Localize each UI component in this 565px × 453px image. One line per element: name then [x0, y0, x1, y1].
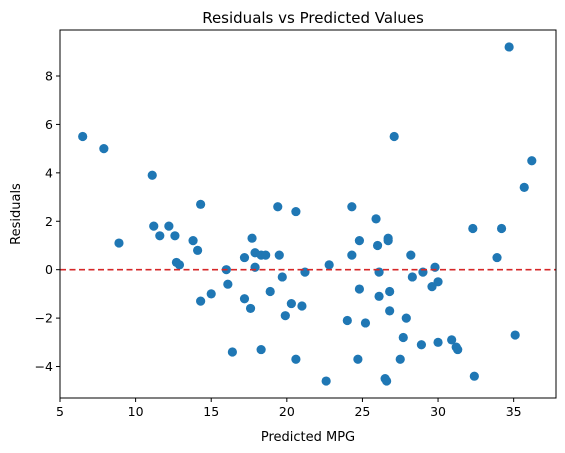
x-tick-label: 20: [279, 404, 295, 419]
data-point: [371, 214, 381, 224]
data-point: [286, 298, 296, 309]
y-tick-label: 8: [45, 69, 53, 84]
data-point: [492, 252, 502, 263]
data-point: [496, 223, 507, 234]
y-tick-label: 2: [45, 214, 53, 229]
data-point: [401, 313, 411, 323]
data-point: [261, 250, 271, 260]
data-point: [164, 221, 174, 231]
data-point: [360, 318, 371, 328]
data-point: [265, 286, 275, 297]
data-point: [433, 337, 443, 347]
data-point: [347, 250, 357, 260]
x-tick-label: 25: [354, 404, 370, 419]
data-point: [324, 260, 334, 270]
data-point: [389, 131, 399, 142]
data-point: [170, 231, 180, 241]
data-point: [385, 286, 395, 297]
x-tick-label: 15: [203, 404, 219, 419]
data-point: [239, 294, 250, 304]
data-point: [280, 311, 290, 321]
data-point: [188, 236, 198, 246]
x-axis-label: Predicted MPG: [261, 430, 355, 445]
data-point: [382, 376, 392, 386]
data-point: [223, 279, 233, 289]
chart-title: Residuals vs Predicted Values: [202, 9, 424, 27]
data-point: [347, 202, 357, 212]
plot-area: [60, 42, 556, 386]
data-point: [147, 170, 157, 180]
data-point: [196, 199, 206, 209]
y-axis-label: Residuals: [9, 183, 24, 245]
data-point: [342, 315, 352, 326]
data-point: [206, 289, 216, 299]
data-point: [406, 250, 416, 260]
data-point: [433, 277, 443, 287]
data-point: [395, 354, 405, 364]
x-tick-label: 10: [128, 404, 144, 419]
x-tick-label: 30: [430, 404, 446, 419]
data-point: [297, 301, 307, 311]
data-point: [372, 240, 383, 251]
data-point: [274, 250, 284, 260]
data-point: [385, 306, 395, 316]
axis-ticks: 5 10 15 20 25 30 35 −4 −2 0 2 4 6 8: [35, 69, 522, 420]
data-point: [353, 354, 363, 364]
data-point: [174, 260, 185, 270]
data-point: [416, 340, 427, 350]
data-point: [273, 202, 283, 212]
plot-frame: [59, 29, 557, 399]
data-point: [519, 182, 529, 192]
y-tick-label: 4: [45, 165, 53, 180]
data-point: [291, 354, 301, 364]
data-point: [354, 236, 365, 246]
data-point: [114, 238, 124, 248]
data-point: [510, 330, 520, 340]
data-point: [193, 245, 203, 255]
x-tick-label: 5: [56, 404, 64, 419]
data-point: [239, 252, 250, 263]
x-tick-label: 35: [506, 404, 522, 419]
data-point: [78, 131, 88, 142]
data-point: [149, 221, 159, 231]
data-point: [468, 223, 478, 234]
data-point: [469, 371, 479, 381]
data-point: [155, 231, 165, 241]
data-point: [277, 272, 287, 282]
data-point: [291, 206, 301, 217]
data-point: [321, 376, 331, 386]
data-point: [383, 236, 393, 246]
y-tick-label: 6: [45, 117, 53, 132]
data-point: [227, 347, 237, 357]
data-point: [527, 156, 537, 166]
data-point: [247, 233, 257, 243]
data-point: [99, 144, 109, 154]
data-point: [245, 303, 256, 314]
data-point: [256, 344, 266, 355]
y-tick-label: 0: [45, 262, 53, 277]
y-tick-label: −4: [35, 359, 53, 374]
data-point: [196, 296, 206, 306]
data-point: [504, 42, 514, 52]
data-point: [407, 272, 417, 282]
data-point: [447, 335, 457, 345]
y-tick-label: −2: [35, 311, 53, 326]
data-point: [453, 344, 463, 355]
data-point: [374, 291, 384, 301]
data-point: [354, 284, 365, 294]
data-point: [398, 332, 408, 343]
